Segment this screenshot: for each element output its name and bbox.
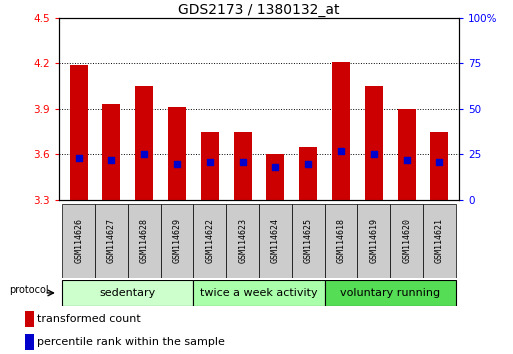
Bar (62, 204, 95, 278)
Bar (423, 204, 456, 278)
Title: GDS2173 / 1380132_at: GDS2173 / 1380132_at (179, 3, 340, 17)
Point (239, 159, 247, 165)
Text: transformed count: transformed count (37, 314, 141, 325)
Bar (325, 280, 456, 306)
Bar (259, 204, 292, 278)
Bar (25, 334, 34, 350)
Point (140, 152, 148, 157)
Text: GSM114626: GSM114626 (74, 218, 83, 263)
Text: GSM114628: GSM114628 (140, 218, 149, 263)
Text: twice a week activity: twice a week activity (200, 288, 318, 298)
Point (173, 161, 181, 166)
Text: GSM114625: GSM114625 (304, 218, 313, 263)
Bar (128, 204, 161, 278)
Bar (103, 104, 121, 200)
Text: voluntary running: voluntary running (340, 288, 440, 298)
Bar (430, 132, 448, 200)
Bar (70, 65, 88, 200)
Bar (358, 204, 390, 278)
Bar (168, 107, 186, 200)
Text: sedentary: sedentary (100, 288, 156, 298)
Bar (95, 204, 128, 278)
Text: GSM114627: GSM114627 (107, 218, 116, 263)
Bar (201, 132, 219, 200)
Text: GSM114623: GSM114623 (238, 218, 247, 263)
Point (107, 157, 115, 163)
Bar (365, 86, 383, 200)
Bar (266, 154, 285, 200)
Bar (292, 204, 325, 278)
Point (206, 159, 214, 165)
Point (370, 152, 378, 157)
Bar (62, 280, 193, 306)
Point (403, 157, 411, 163)
Bar (25, 311, 34, 327)
Point (304, 161, 312, 166)
Text: protocol: protocol (9, 285, 48, 295)
Bar (332, 62, 350, 200)
Bar (390, 204, 423, 278)
Text: GSM114624: GSM114624 (271, 218, 280, 263)
Bar (226, 204, 259, 278)
Text: percentile rank within the sample: percentile rank within the sample (37, 337, 225, 348)
Text: GSM114622: GSM114622 (205, 218, 214, 263)
Bar (193, 204, 226, 278)
Text: GSM114629: GSM114629 (172, 218, 182, 263)
Bar (398, 109, 416, 200)
Point (436, 159, 444, 165)
Point (271, 164, 280, 170)
Bar (299, 147, 317, 200)
Bar (193, 280, 325, 306)
Bar (233, 132, 252, 200)
Bar (325, 204, 358, 278)
Bar (135, 86, 153, 200)
Text: GSM114619: GSM114619 (369, 218, 379, 263)
Point (74, 155, 83, 161)
Bar (161, 204, 193, 278)
Point (337, 148, 345, 154)
Text: GSM114618: GSM114618 (337, 218, 346, 263)
Text: GSM114620: GSM114620 (402, 218, 411, 263)
Text: GSM114621: GSM114621 (435, 218, 444, 263)
